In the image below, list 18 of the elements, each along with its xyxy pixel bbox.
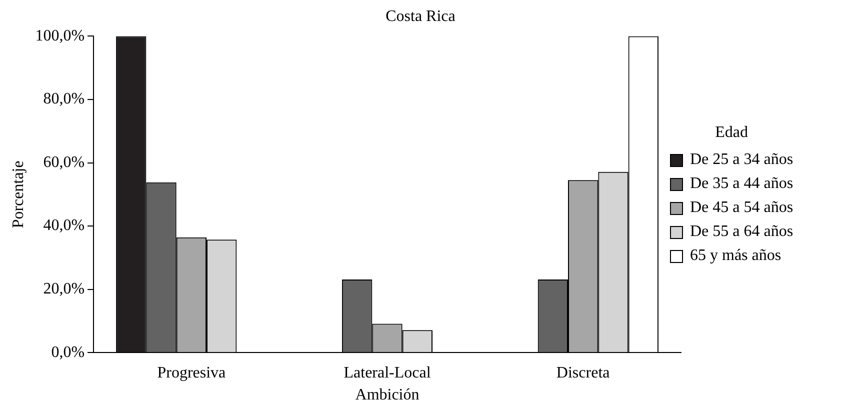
y-tick-label: 60,0% <box>43 154 85 171</box>
y-axis-title: Porcentaje <box>10 160 27 228</box>
legend-label: De 25 a 34 años <box>690 151 794 169</box>
y-tick-label: 100,0% <box>35 27 85 44</box>
y-tick-label: 0,0% <box>51 344 85 361</box>
legend-label: De 55 a 64 años <box>690 223 794 241</box>
y-tick-label: 20,0% <box>43 280 85 298</box>
x-axis-title: Ambición <box>355 386 420 404</box>
x-tick-label: Progresiva <box>157 364 226 382</box>
x-tick-label: Discreta <box>556 364 610 382</box>
y-tick-label: 40,0% <box>43 217 85 234</box>
legend-title: Edad <box>714 124 749 142</box>
y-tick-label: 80,0% <box>43 90 85 108</box>
legend-label: De 45 a 54 años <box>690 199 794 217</box>
legend-label: De 35 a 44 años <box>690 175 794 193</box>
chart-title: Costa Rica <box>384 8 456 26</box>
x-tick-label: Lateral-Local <box>344 364 432 382</box>
text: 65 y más años <box>690 247 782 265</box>
